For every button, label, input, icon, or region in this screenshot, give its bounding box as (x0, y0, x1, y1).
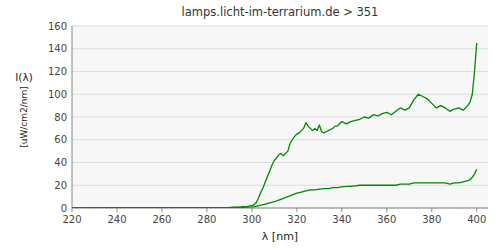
x-tick (72, 208, 73, 212)
grid-line (72, 117, 488, 118)
y-tick-label: 0 (61, 203, 67, 214)
x-tick (476, 208, 477, 212)
x-tick-label: 240 (107, 214, 126, 225)
y-tick-label: 140 (48, 43, 67, 54)
x-tick-label: 220 (62, 214, 81, 225)
series-group (72, 43, 477, 208)
x-label: λ [nm] (262, 230, 298, 243)
grid-line (72, 94, 488, 95)
grid-line (72, 162, 488, 163)
grid-line (72, 48, 488, 49)
x-tick-label: 380 (422, 214, 441, 225)
series-line (72, 43, 477, 208)
y-tick-label: 40 (54, 157, 67, 168)
x-tick-label: 340 (332, 214, 351, 225)
y-tick-label: 80 (54, 112, 67, 123)
x-tick (116, 208, 117, 212)
y-tick-label: 120 (48, 66, 67, 77)
y-tick-label: 160 (48, 21, 67, 32)
x-tick-label: 360 (377, 214, 396, 225)
y-label: I(λ) (15, 71, 33, 83)
x-tick (386, 208, 387, 212)
x-tick-label: 300 (242, 214, 261, 225)
x-tick (341, 208, 342, 212)
x-tick (431, 208, 432, 212)
series-line (72, 169, 477, 208)
x-tick-label: 280 (197, 214, 216, 225)
grid-line (72, 71, 488, 72)
x-tick-label: 400 (467, 214, 486, 225)
y-axis (72, 26, 73, 208)
chart: 0 20 40 60 80 100 120 140 160 220 240 260 280 300 320 3… (0, 0, 500, 250)
title: lamps.licht-im-terrarium.de > 351 (182, 5, 379, 19)
y-tick-label: 60 (54, 134, 67, 145)
x-tick (206, 208, 207, 212)
x-tick-label: 260 (152, 214, 171, 225)
x-tick-label: 320 (287, 214, 306, 225)
grid-line (72, 139, 488, 140)
y-tick-label: 100 (48, 89, 67, 100)
y-unit-label: [uW/cm2/nm] (19, 86, 29, 148)
x-tick (251, 208, 252, 212)
grid-line (72, 185, 488, 186)
plot-area (72, 26, 488, 208)
x-tick (296, 208, 297, 212)
y-tick-label: 20 (54, 180, 67, 191)
grid-line (72, 26, 488, 27)
x-tick (161, 208, 162, 212)
